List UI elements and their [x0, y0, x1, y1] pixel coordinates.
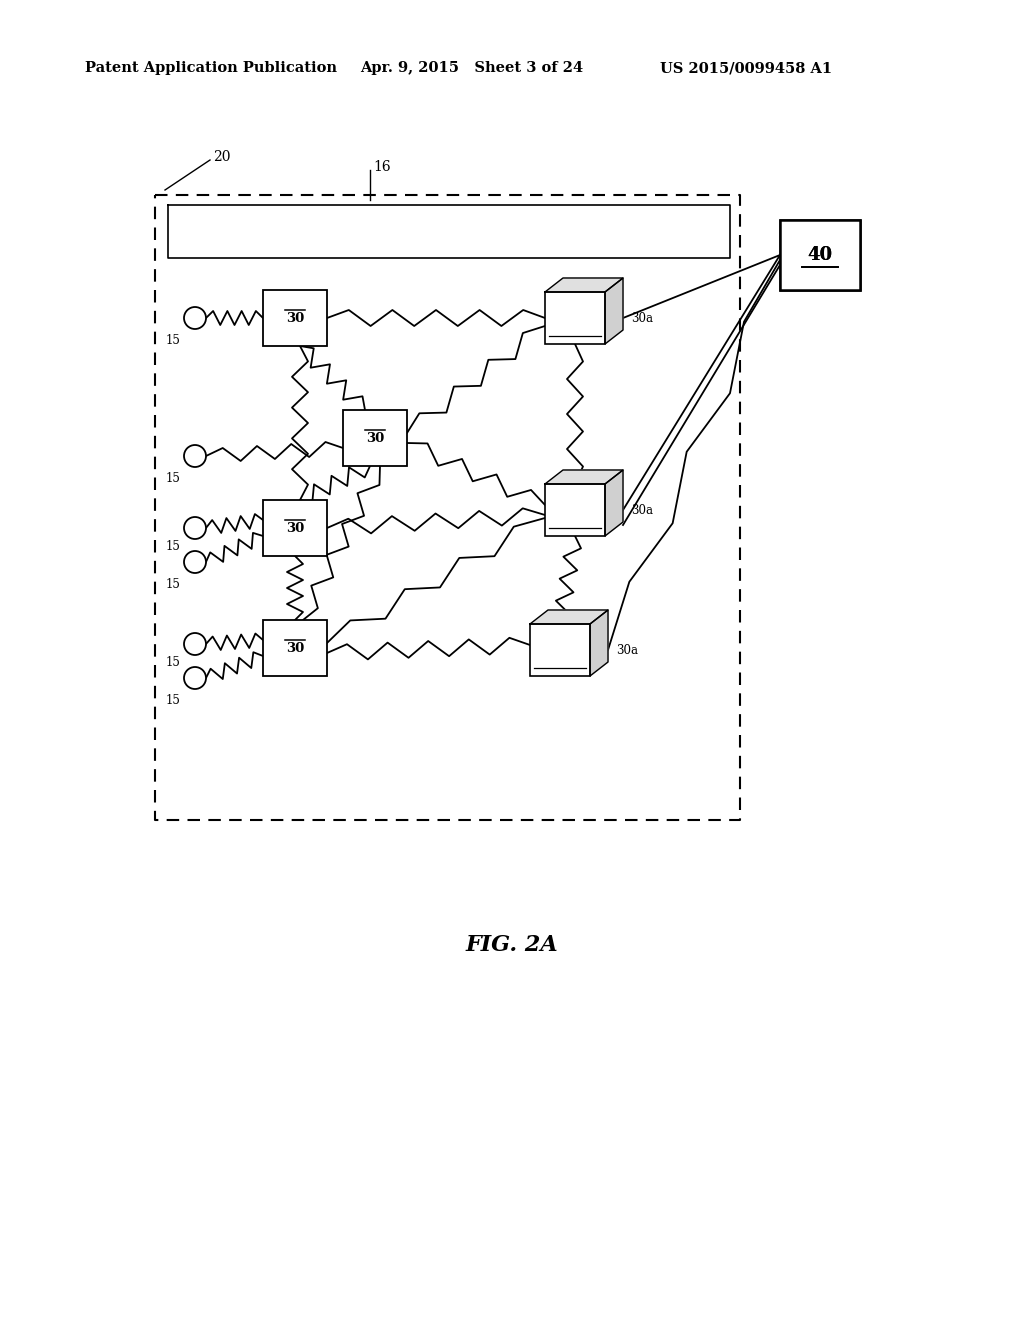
- FancyBboxPatch shape: [545, 484, 605, 536]
- Text: 30: 30: [366, 432, 384, 445]
- Text: 15: 15: [166, 471, 180, 484]
- Text: Apr. 9, 2015   Sheet 3 of 24: Apr. 9, 2015 Sheet 3 of 24: [360, 61, 583, 75]
- Text: 40: 40: [808, 246, 833, 264]
- Text: 30: 30: [286, 312, 304, 325]
- Polygon shape: [605, 279, 623, 345]
- Circle shape: [184, 517, 206, 539]
- Text: 15: 15: [166, 334, 180, 346]
- FancyBboxPatch shape: [780, 220, 860, 290]
- Text: 15: 15: [166, 540, 180, 553]
- Polygon shape: [590, 610, 608, 676]
- Polygon shape: [545, 279, 623, 292]
- Text: 15: 15: [166, 656, 180, 668]
- FancyBboxPatch shape: [263, 620, 327, 676]
- Circle shape: [184, 634, 206, 655]
- Circle shape: [184, 550, 206, 573]
- Text: 16: 16: [373, 160, 390, 174]
- Circle shape: [184, 667, 206, 689]
- Text: 15: 15: [166, 578, 180, 590]
- Text: 30a: 30a: [631, 503, 653, 516]
- FancyBboxPatch shape: [263, 290, 327, 346]
- FancyBboxPatch shape: [780, 220, 860, 290]
- Text: 40: 40: [808, 246, 833, 264]
- Text: FIG. 2A: FIG. 2A: [466, 935, 558, 956]
- FancyBboxPatch shape: [263, 500, 327, 556]
- FancyBboxPatch shape: [530, 624, 590, 676]
- Text: 20: 20: [213, 150, 230, 164]
- FancyBboxPatch shape: [545, 292, 605, 345]
- Text: US 2015/0099458 A1: US 2015/0099458 A1: [660, 61, 833, 75]
- FancyBboxPatch shape: [343, 411, 407, 466]
- Text: 30a: 30a: [616, 644, 638, 656]
- Polygon shape: [530, 610, 608, 624]
- Text: Patent Application Publication: Patent Application Publication: [85, 61, 337, 75]
- Polygon shape: [545, 470, 623, 484]
- Polygon shape: [605, 470, 623, 536]
- Circle shape: [184, 445, 206, 467]
- Text: 30a: 30a: [631, 312, 653, 325]
- Text: 15: 15: [166, 693, 180, 706]
- Text: 30: 30: [286, 642, 304, 655]
- Circle shape: [184, 308, 206, 329]
- Text: 30: 30: [286, 521, 304, 535]
